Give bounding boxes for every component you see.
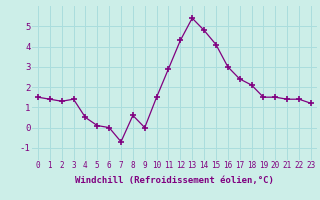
X-axis label: Windchill (Refroidissement éolien,°C): Windchill (Refroidissement éolien,°C) bbox=[75, 176, 274, 185]
